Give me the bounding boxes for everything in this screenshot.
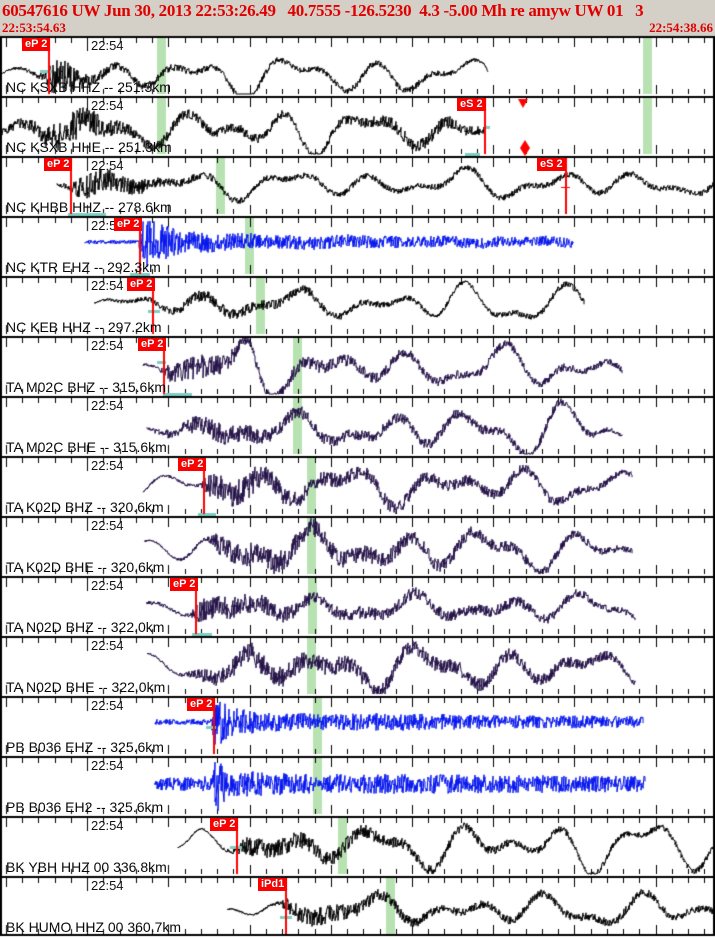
minute-time-label: 22:54 (91, 638, 124, 653)
minute-time-label: 22:54 (91, 38, 124, 53)
station-channel-label: TA K02D BHE -- 320.6km (6, 559, 165, 575)
trace-panel[interactable]: 22:54 NC KSXB HHE -- 251.3km eS 2 (0, 96, 715, 156)
trace-panel[interactable]: 22:54 PB B036 EH2 -- 325.6km (0, 756, 715, 816)
station-channel-label: NC KEB HHZ -- 297.2km (6, 319, 162, 335)
station-channel-label: TA M02C BHZ -- 315.6km (6, 379, 167, 395)
trace-panel[interactable]: 22:54 TA N02D BHZ -- 322.0km eP 2 (0, 576, 715, 636)
minute-time-label: 22:54 (91, 578, 124, 593)
phase-pick-flag[interactable]: eS 2 (537, 158, 566, 171)
trace-panel[interactable]: 22:54 BK YBH HHZ 00 336.8km eP 2 (0, 816, 715, 876)
station-channel-label: NC KHBB HHZ -- 278.6km (6, 199, 172, 215)
minute-time-label: 22:54 (91, 698, 124, 713)
station-channel-label: BK HUMO HHZ 00 360.7km (6, 919, 182, 935)
station-channel-label: NC KSXB HHZ -- 251.3km (6, 79, 171, 95)
station-channel-label: NC KSXB HHE -- 251.3km (6, 139, 172, 155)
station-channel-label: TA N02D BHE -- 322.0km (6, 679, 166, 695)
station-channel-label: BK YBH HHZ 00 336.8km (6, 859, 167, 875)
phase-pick-flag[interactable]: eP 2 (127, 278, 156, 291)
minute-time-label: 22:54 (91, 458, 124, 473)
station-channel-label: PB B036 EHZ -- 325.6km (6, 739, 164, 755)
trace-panel[interactable]: 22:54 BK HUMO HHZ 00 360.7km iPd1 (0, 876, 715, 936)
trace-panel[interactable]: 22:54 NC KTR EHZ -- 292.3km eP 2 (0, 216, 715, 276)
station-channel-label: TA N02D BHZ -- 322.0km (6, 619, 165, 635)
phase-pick-flag[interactable]: eP 2 (138, 338, 167, 351)
phase-pick-flag[interactable]: eP 2 (187, 698, 216, 711)
minute-time-label: 22:54 (91, 818, 124, 833)
minute-time-label: 22:54 (91, 518, 124, 533)
trace-panel[interactable]: 22:54 TA K02D BHE -- 320.6km (0, 516, 715, 576)
station-channel-label: NC KTR EHZ -- 292.3km (6, 259, 161, 275)
trace-panel[interactable]: 22:54 NC KSXB HHZ -- 251.3km eP 2 (0, 36, 715, 96)
trace-panel[interactable]: 22:54 NC KHBB HHZ -- 278.6km eP 2 eS 2 (0, 156, 715, 216)
trace-panel[interactable]: 22:54 TA N02D BHE -- 322.0km (0, 636, 715, 696)
minute-time-label: 22:54 (91, 158, 124, 173)
phase-pick-flag[interactable]: eP 2 (114, 218, 143, 231)
station-channel-label: TA M02C BHE -- 315.6km (6, 439, 167, 455)
phase-pick-flag[interactable]: iPd1 (258, 878, 288, 891)
trace-panel[interactable]: 22:54 NC KEB HHZ -- 297.2km eP 2 (0, 276, 715, 336)
minute-time-label: 22:54 (91, 278, 124, 293)
minute-time-label: 22:54 (91, 758, 124, 773)
minute-time-label: 22:54 (91, 878, 124, 893)
station-channel-label: TA K02D BHZ -- 320.6km (6, 499, 164, 515)
phase-pick-flag[interactable]: eP 2 (210, 818, 239, 831)
trace-panel[interactable]: 22:54 TA K02D BHZ -- 320.6km eP 2 (0, 456, 715, 516)
phase-pick-flag[interactable]: eP 2 (44, 158, 73, 171)
minute-time-label: 22:54 (91, 398, 124, 413)
phase-pick-flag[interactable]: eP 2 (170, 578, 199, 591)
minute-time-label: 22:54 (91, 338, 124, 353)
trace-panel[interactable]: 22:54 TA M02C BHE -- 315.6km (0, 396, 715, 456)
station-channel-label: PB B036 EH2 -- 325.6km (6, 799, 164, 815)
phase-pick-flag[interactable]: eS 2 (457, 98, 486, 111)
phase-pick-flag[interactable]: eP 2 (22, 38, 51, 51)
trace-panel[interactable]: 22:54 TA M02C BHZ -- 315.6km eP 2 (0, 336, 715, 396)
minute-time-label: 22:54 (91, 98, 124, 113)
trace-panel[interactable]: 22:54 PB B036 EHZ -- 325.6km eP 2 (0, 696, 715, 756)
phase-pick-flag[interactable]: eP 2 (178, 458, 207, 471)
